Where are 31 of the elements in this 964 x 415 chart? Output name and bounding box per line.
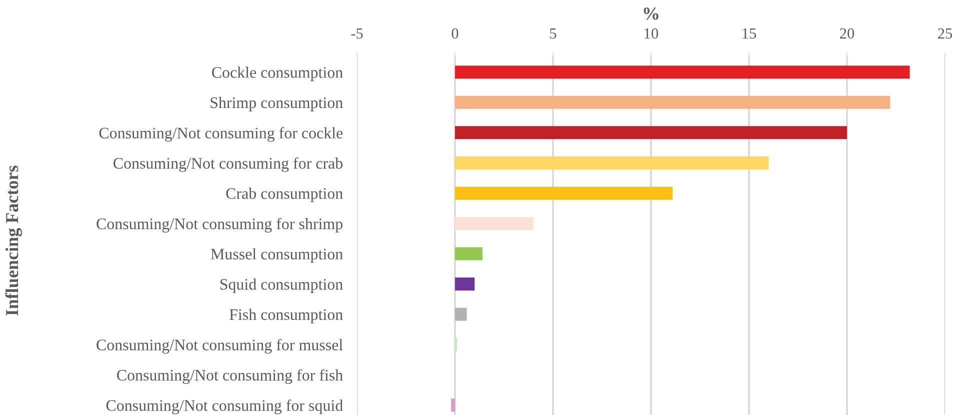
y-tick-label: Consuming/Not consuming for shrimp (96, 218, 342, 233)
y-axis-title: Influencing Factors (5, 166, 22, 316)
x-tick-label: -5 (351, 28, 363, 39)
x-axis-title: % (644, 8, 658, 20)
bar (455, 247, 482, 260)
y-tick-label: Consuming/Not consuming for fish (117, 369, 343, 384)
bar (455, 156, 769, 170)
x-tick-label: 20 (840, 28, 854, 39)
y-tick-label: Crab consumption (226, 188, 343, 202)
bar (455, 96, 890, 109)
x-tick-label: 25 (938, 28, 952, 39)
y-tick-label: Squid consumption (220, 278, 343, 293)
bar (455, 278, 475, 291)
y-tick-label: Shrimp consumption (210, 96, 343, 112)
y-tick-label: Cockle consumption (212, 66, 343, 82)
x-tick-label: 15 (742, 28, 756, 39)
bar (455, 186, 673, 200)
y-tick-label: Consuming/Not consuming for mussel (96, 338, 343, 354)
x-tick-label: 10 (644, 28, 658, 39)
bar (451, 398, 455, 412)
y-tick-label: Fish consumption (230, 308, 343, 324)
x-tick-label: 5 (550, 28, 556, 39)
bar (455, 66, 910, 79)
y-tick-label: Consuming/Not consuming for cockle (99, 127, 343, 142)
bar (455, 126, 847, 140)
y-tick-label: Consuming/Not consuming for crab (114, 157, 342, 172)
y-tick-label: Mussel consumption (210, 248, 343, 263)
bar (455, 216, 534, 230)
bar (455, 308, 467, 321)
x-tick-label: 0 (452, 28, 458, 39)
y-tick-label: Consuming/Not consuming for squid (106, 399, 343, 414)
